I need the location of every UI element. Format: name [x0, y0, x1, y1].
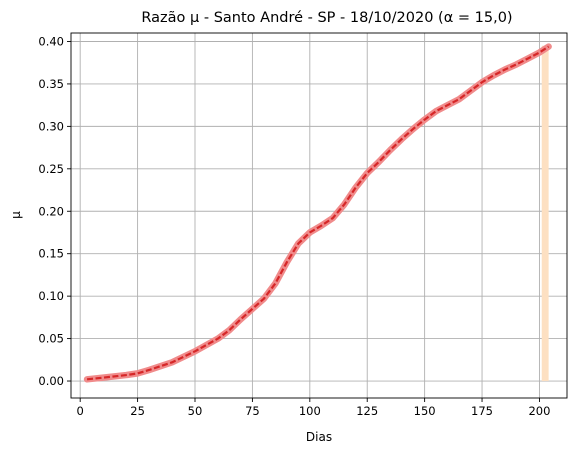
y-tick-label: 0.35 — [38, 77, 64, 91]
series-band-line — [83, 43, 552, 383]
y-tick-label: 0.05 — [38, 332, 64, 346]
y-tick-label: 0.25 — [38, 162, 64, 176]
x-tick-label: 175 — [471, 404, 493, 418]
x-axis: 0 25 50 75 100 125 150 175 200 — [77, 398, 550, 418]
x-tick-label: 25 — [130, 404, 145, 418]
series-layer — [83, 43, 552, 383]
x-tick-label: 100 — [299, 404, 321, 418]
y-tick-label: 0.40 — [38, 34, 64, 48]
y-axis: 0.00 0.05 0.10 0.15 0.20 0.25 0.30 0.35 0.40 — [38, 34, 71, 388]
x-tick-label: 50 — [188, 404, 203, 418]
x-tick-label: 125 — [356, 404, 378, 418]
series-line — [86, 45, 550, 381]
x-tick-label: 200 — [528, 404, 550, 418]
y-tick-label: 0.30 — [38, 119, 64, 133]
y-tick-label: 0.00 — [38, 374, 64, 388]
y-axis-label: μ — [9, 211, 23, 219]
x-tick-label: 0 — [77, 404, 84, 418]
confidence-band — [541, 45, 549, 382]
grid — [71, 33, 567, 398]
plot-frame — [70, 32, 568, 399]
y-tick-label: 0.20 — [38, 204, 64, 218]
chart-title: Razão μ - Santo André - SP - 18/10/2020 … — [141, 10, 512, 26]
x-tick-label: 75 — [245, 404, 260, 418]
y-tick-label: 0.15 — [38, 247, 64, 261]
x-axis-label: Dias — [306, 430, 332, 444]
band-rect — [541, 45, 549, 382]
x-tick-label: 150 — [414, 404, 436, 418]
y-tick-label: 0.10 — [38, 289, 64, 303]
